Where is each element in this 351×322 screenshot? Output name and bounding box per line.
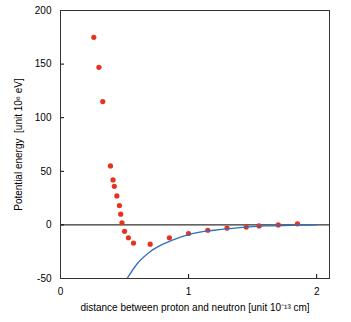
- svg-text:2: 2: [314, 286, 320, 297]
- svg-text:Potential energy [unit 10⁶ eV: Potential energy [unit 10⁶ eV]: [13, 78, 24, 211]
- svg-text:50: 50: [40, 166, 52, 177]
- svg-text:-50: -50: [37, 273, 52, 284]
- svg-text:100: 100: [35, 112, 52, 123]
- svg-text:1: 1: [186, 286, 192, 297]
- svg-text:0: 0: [58, 286, 64, 297]
- svg-text:150: 150: [35, 58, 52, 69]
- svg-text:0: 0: [46, 219, 52, 230]
- svg-text:distance between proton and ne: distance between proton and neutron [uni…: [80, 302, 309, 313]
- svg-text:200: 200: [35, 5, 52, 16]
